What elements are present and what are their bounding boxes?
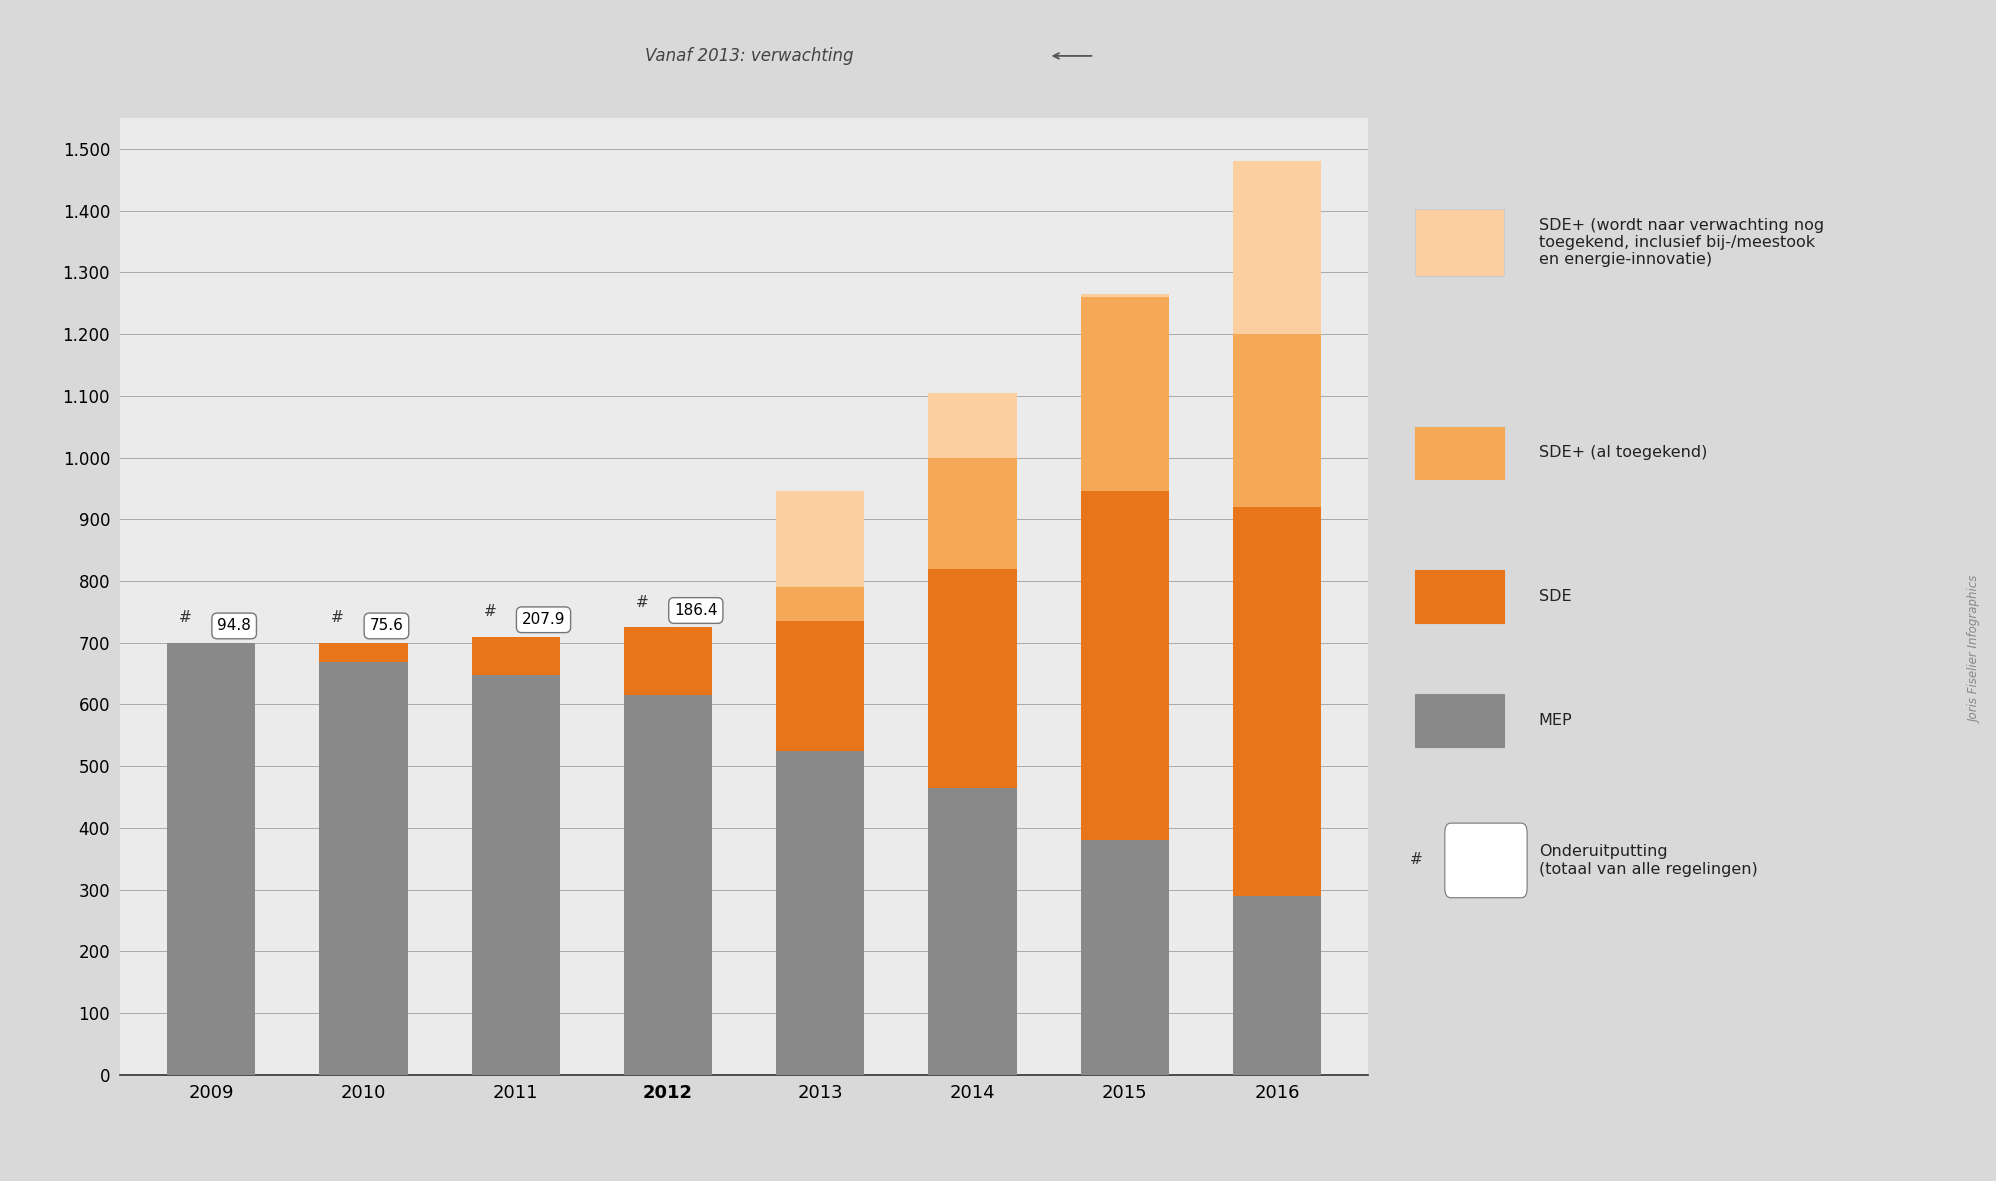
Text: MEP: MEP — [1539, 713, 1573, 729]
Bar — [1234, 334, 1321, 507]
Text: Vanaf 2013: verwachting: Vanaf 2013: verwachting — [645, 47, 854, 65]
Bar — [471, 637, 559, 674]
Bar — [928, 457, 1016, 568]
FancyBboxPatch shape — [1415, 694, 1503, 748]
Bar — [928, 393, 1016, 457]
Bar — [776, 751, 864, 1075]
Bar — [1080, 294, 1170, 298]
Bar — [776, 587, 864, 621]
Bar — [1080, 840, 1170, 1075]
Bar — [776, 621, 864, 751]
Bar — [1080, 491, 1170, 840]
FancyBboxPatch shape — [1415, 570, 1503, 622]
Bar — [471, 674, 559, 1075]
Text: 75.6: 75.6 — [369, 619, 403, 633]
Bar — [168, 642, 255, 1075]
Text: SDE: SDE — [1539, 589, 1571, 603]
Bar — [1234, 162, 1321, 334]
Text: SDE+ (wordt naar verwachting nog
toegekend, inclusief bij-/meestook
en energie-i: SDE+ (wordt naar verwachting nog toegeke… — [1539, 217, 1824, 267]
Text: 186.4: 186.4 — [675, 603, 717, 618]
Bar — [928, 788, 1016, 1075]
Text: SDE+ (al toegekend): SDE+ (al toegekend) — [1539, 445, 1707, 461]
Text: Onderuitputting
(totaal van alle regelingen): Onderuitputting (totaal van alle regelin… — [1539, 844, 1758, 876]
Bar — [1234, 507, 1321, 895]
Text: #: # — [1409, 852, 1423, 867]
Bar — [1234, 895, 1321, 1075]
Bar — [776, 491, 864, 587]
Text: 207.9: 207.9 — [521, 612, 565, 627]
Bar — [928, 568, 1016, 788]
Text: 94.8: 94.8 — [218, 619, 251, 633]
Text: #: # — [483, 605, 497, 619]
FancyBboxPatch shape — [1415, 426, 1503, 479]
FancyBboxPatch shape — [1415, 209, 1503, 276]
Bar — [625, 696, 713, 1075]
FancyBboxPatch shape — [1445, 823, 1527, 898]
Text: #: # — [635, 595, 649, 609]
Bar — [625, 627, 713, 696]
Text: #: # — [180, 611, 192, 626]
Bar — [319, 663, 407, 1075]
Bar — [319, 642, 407, 663]
Text: Joris Fiselier Infographics: Joris Fiselier Infographics — [1968, 576, 1982, 723]
Text: #: # — [331, 611, 343, 626]
Bar — [1080, 298, 1170, 491]
